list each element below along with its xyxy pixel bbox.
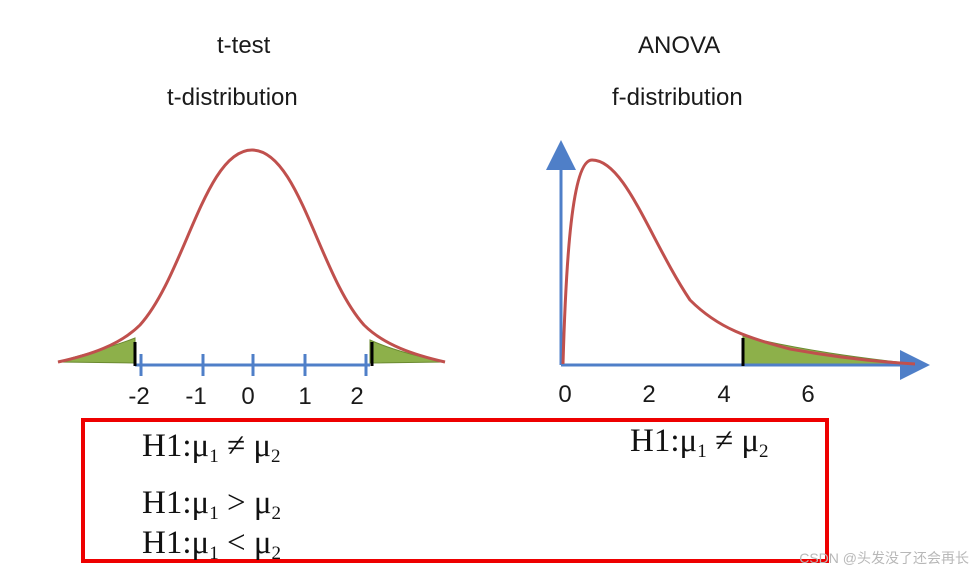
t-tick-label: -2	[128, 383, 149, 410]
t-tick-label: 1	[298, 383, 311, 410]
t-tick-label: 0	[241, 383, 254, 410]
f-right-tail-fill	[742, 335, 916, 365]
anova-title: ANOVA	[638, 32, 721, 59]
t-distribution-curve	[57, 148, 446, 364]
f-tick-label: 6	[801, 381, 814, 408]
f-tick-label: 4	[717, 381, 730, 408]
t-tick-label: -1	[185, 383, 206, 410]
hypothesis-anova: H1:μ1 ≠ μ2	[630, 423, 769, 462]
hypothesis-right-tailed: H1:μ1 > μ2	[142, 485, 282, 524]
hypothesis-left-tailed: H1:μ1 < μ2	[142, 525, 282, 564]
t-test-title: t-test	[217, 32, 271, 59]
f-distribution-subtitle: f-distribution	[612, 84, 743, 111]
hypothesis-two-tailed: H1:μ1 ≠ μ2	[142, 428, 281, 467]
watermark: CSDN @头发没了还会再长	[799, 550, 969, 566]
f-tick-label: 0	[558, 381, 571, 408]
hypotheses-box	[81, 418, 829, 563]
t-distribution-subtitle: t-distribution	[167, 84, 298, 111]
t-axis-ticks	[139, 354, 368, 376]
f-tick-label: 2	[642, 381, 655, 408]
t-tick-label: 2	[350, 383, 363, 410]
f-distribution-curve	[561, 158, 916, 366]
